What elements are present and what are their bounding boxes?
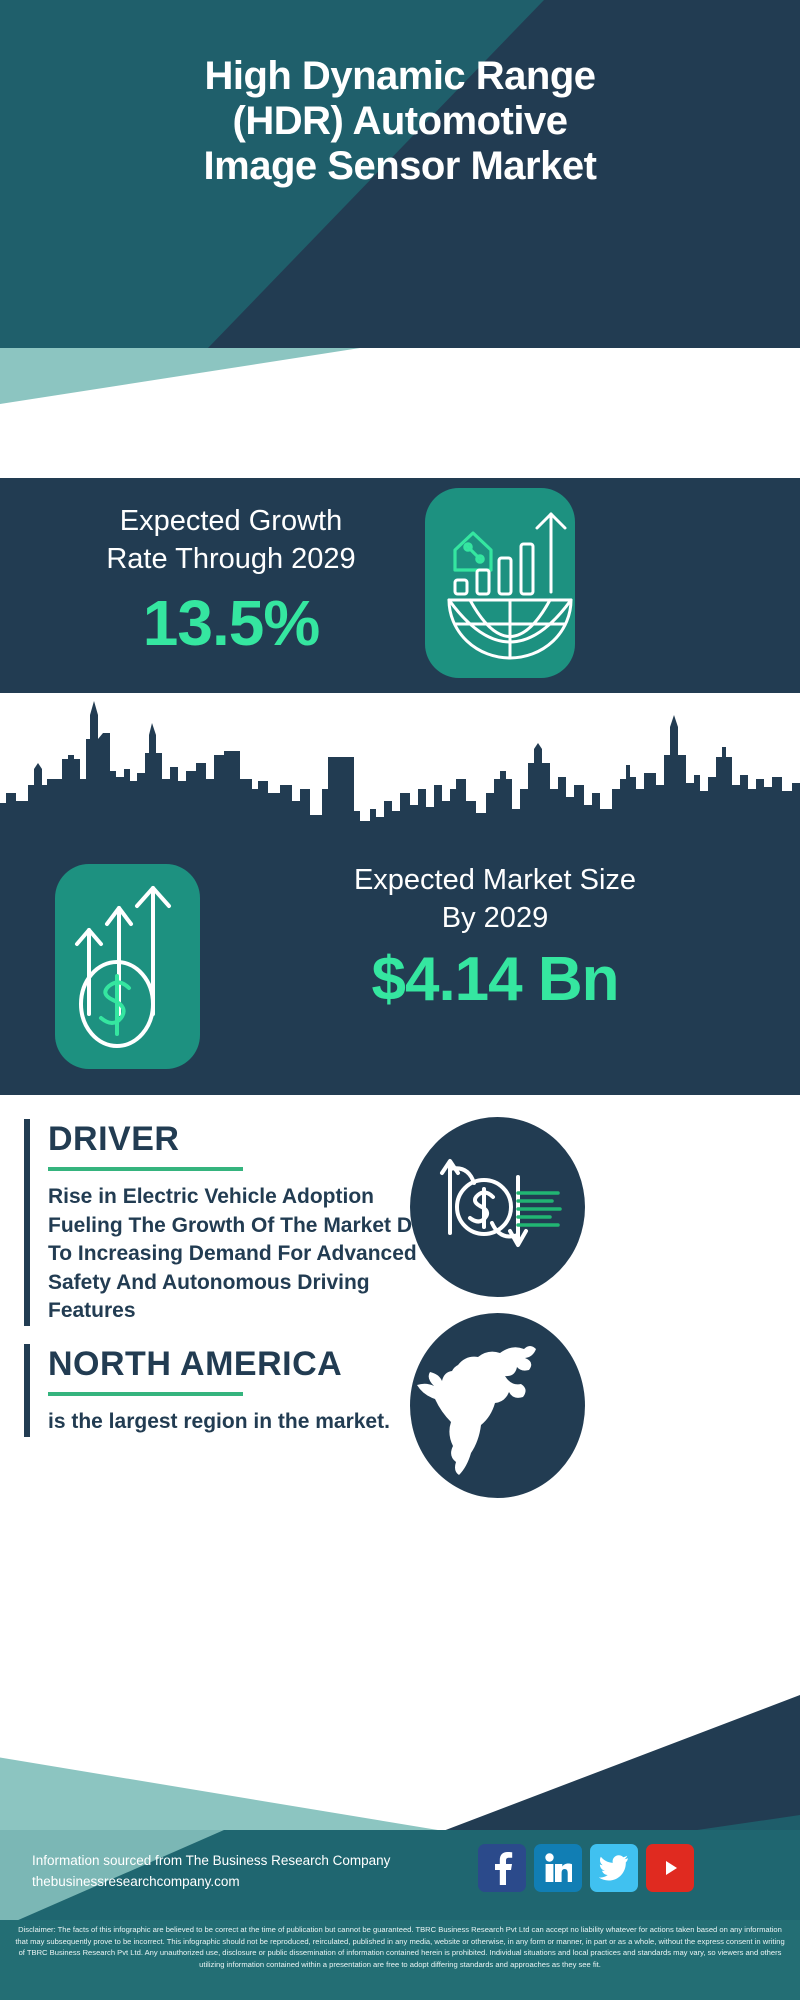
growth-rate-value: 13.5%: [142, 587, 320, 659]
region-title: NORTH AMERICA: [48, 1345, 343, 1383]
expected-market-size-section: Expected Market Size By 2029 $4.14 Bn: [0, 839, 800, 1095]
growth-chart-globe-percent-icon: [425, 488, 575, 678]
market-label-line-2: By 2029: [441, 902, 549, 934]
youtube-icon[interactable]: [646, 1844, 694, 1892]
market-label-line-1: Expected Market Size: [353, 864, 637, 896]
footer-source-bar: Information sourced from The Business Re…: [0, 1830, 800, 1928]
region-underline: [48, 1392, 243, 1396]
footer-website-link[interactable]: thebusinessresearchcompany.com: [32, 1874, 240, 1889]
title-line-1: High Dynamic Range: [204, 54, 596, 98]
north-america-map-icon: [410, 1313, 585, 1498]
expected-growth-section: Expected Growth Rate Through 2029 13.5%: [0, 478, 800, 693]
driver-body: Rise in Electric Vehicle Adoption Fuelin…: [48, 1185, 437, 1322]
market-size-label: Expected Market Size By 2029: [230, 861, 760, 937]
dollar-exchange-arrows-icon: [410, 1117, 585, 1297]
market-size-value: $4.14 Bn: [371, 945, 619, 1014]
header-lower-wedge: [0, 348, 360, 404]
growth-label-line-1: Expected Growth: [119, 505, 343, 537]
driver-underline: [48, 1167, 243, 1171]
linkedin-icon[interactable]: [534, 1844, 582, 1892]
rising-arrows-dollar-coin-icon: [55, 864, 200, 1069]
region-body: is the largest region in the market.: [48, 1410, 390, 1433]
driver-block: DRIVER Rise in Electric Vehicle Adoption…: [24, 1119, 438, 1326]
footer-sourced-line: Information sourced from The Business Re…: [32, 1853, 391, 1868]
driver-title: DRIVER: [48, 1120, 180, 1158]
region-block: NORTH AMERICA is the largest region in t…: [24, 1344, 438, 1437]
title-line-2: (HDR) Automotive: [232, 99, 568, 143]
insights-section: DRIVER Rise in Electric Vehicle Adoption…: [0, 1095, 800, 1640]
disclaimer-band: Disclaimer: The facts of this infographi…: [0, 1920, 800, 2000]
facebook-icon[interactable]: [478, 1844, 526, 1892]
city-skyline-illustration: [0, 693, 800, 839]
header-banner: [0, 0, 800, 348]
growth-label: Expected Growth Rate Through 2029: [36, 502, 426, 578]
title-line-3: Image Sensor Market: [203, 144, 597, 188]
twitter-icon[interactable]: [590, 1844, 638, 1892]
growth-label-line-2: Rate Through 2029: [106, 543, 356, 575]
social-links: [478, 1844, 694, 1892]
page-title: High Dynamic Range (HDR) Automotive Imag…: [0, 54, 800, 189]
footer-source-text: Information sourced from The Business Re…: [32, 1850, 390, 1892]
disclaimer-text: Disclaimer: The facts of this infographi…: [15, 1925, 785, 1969]
